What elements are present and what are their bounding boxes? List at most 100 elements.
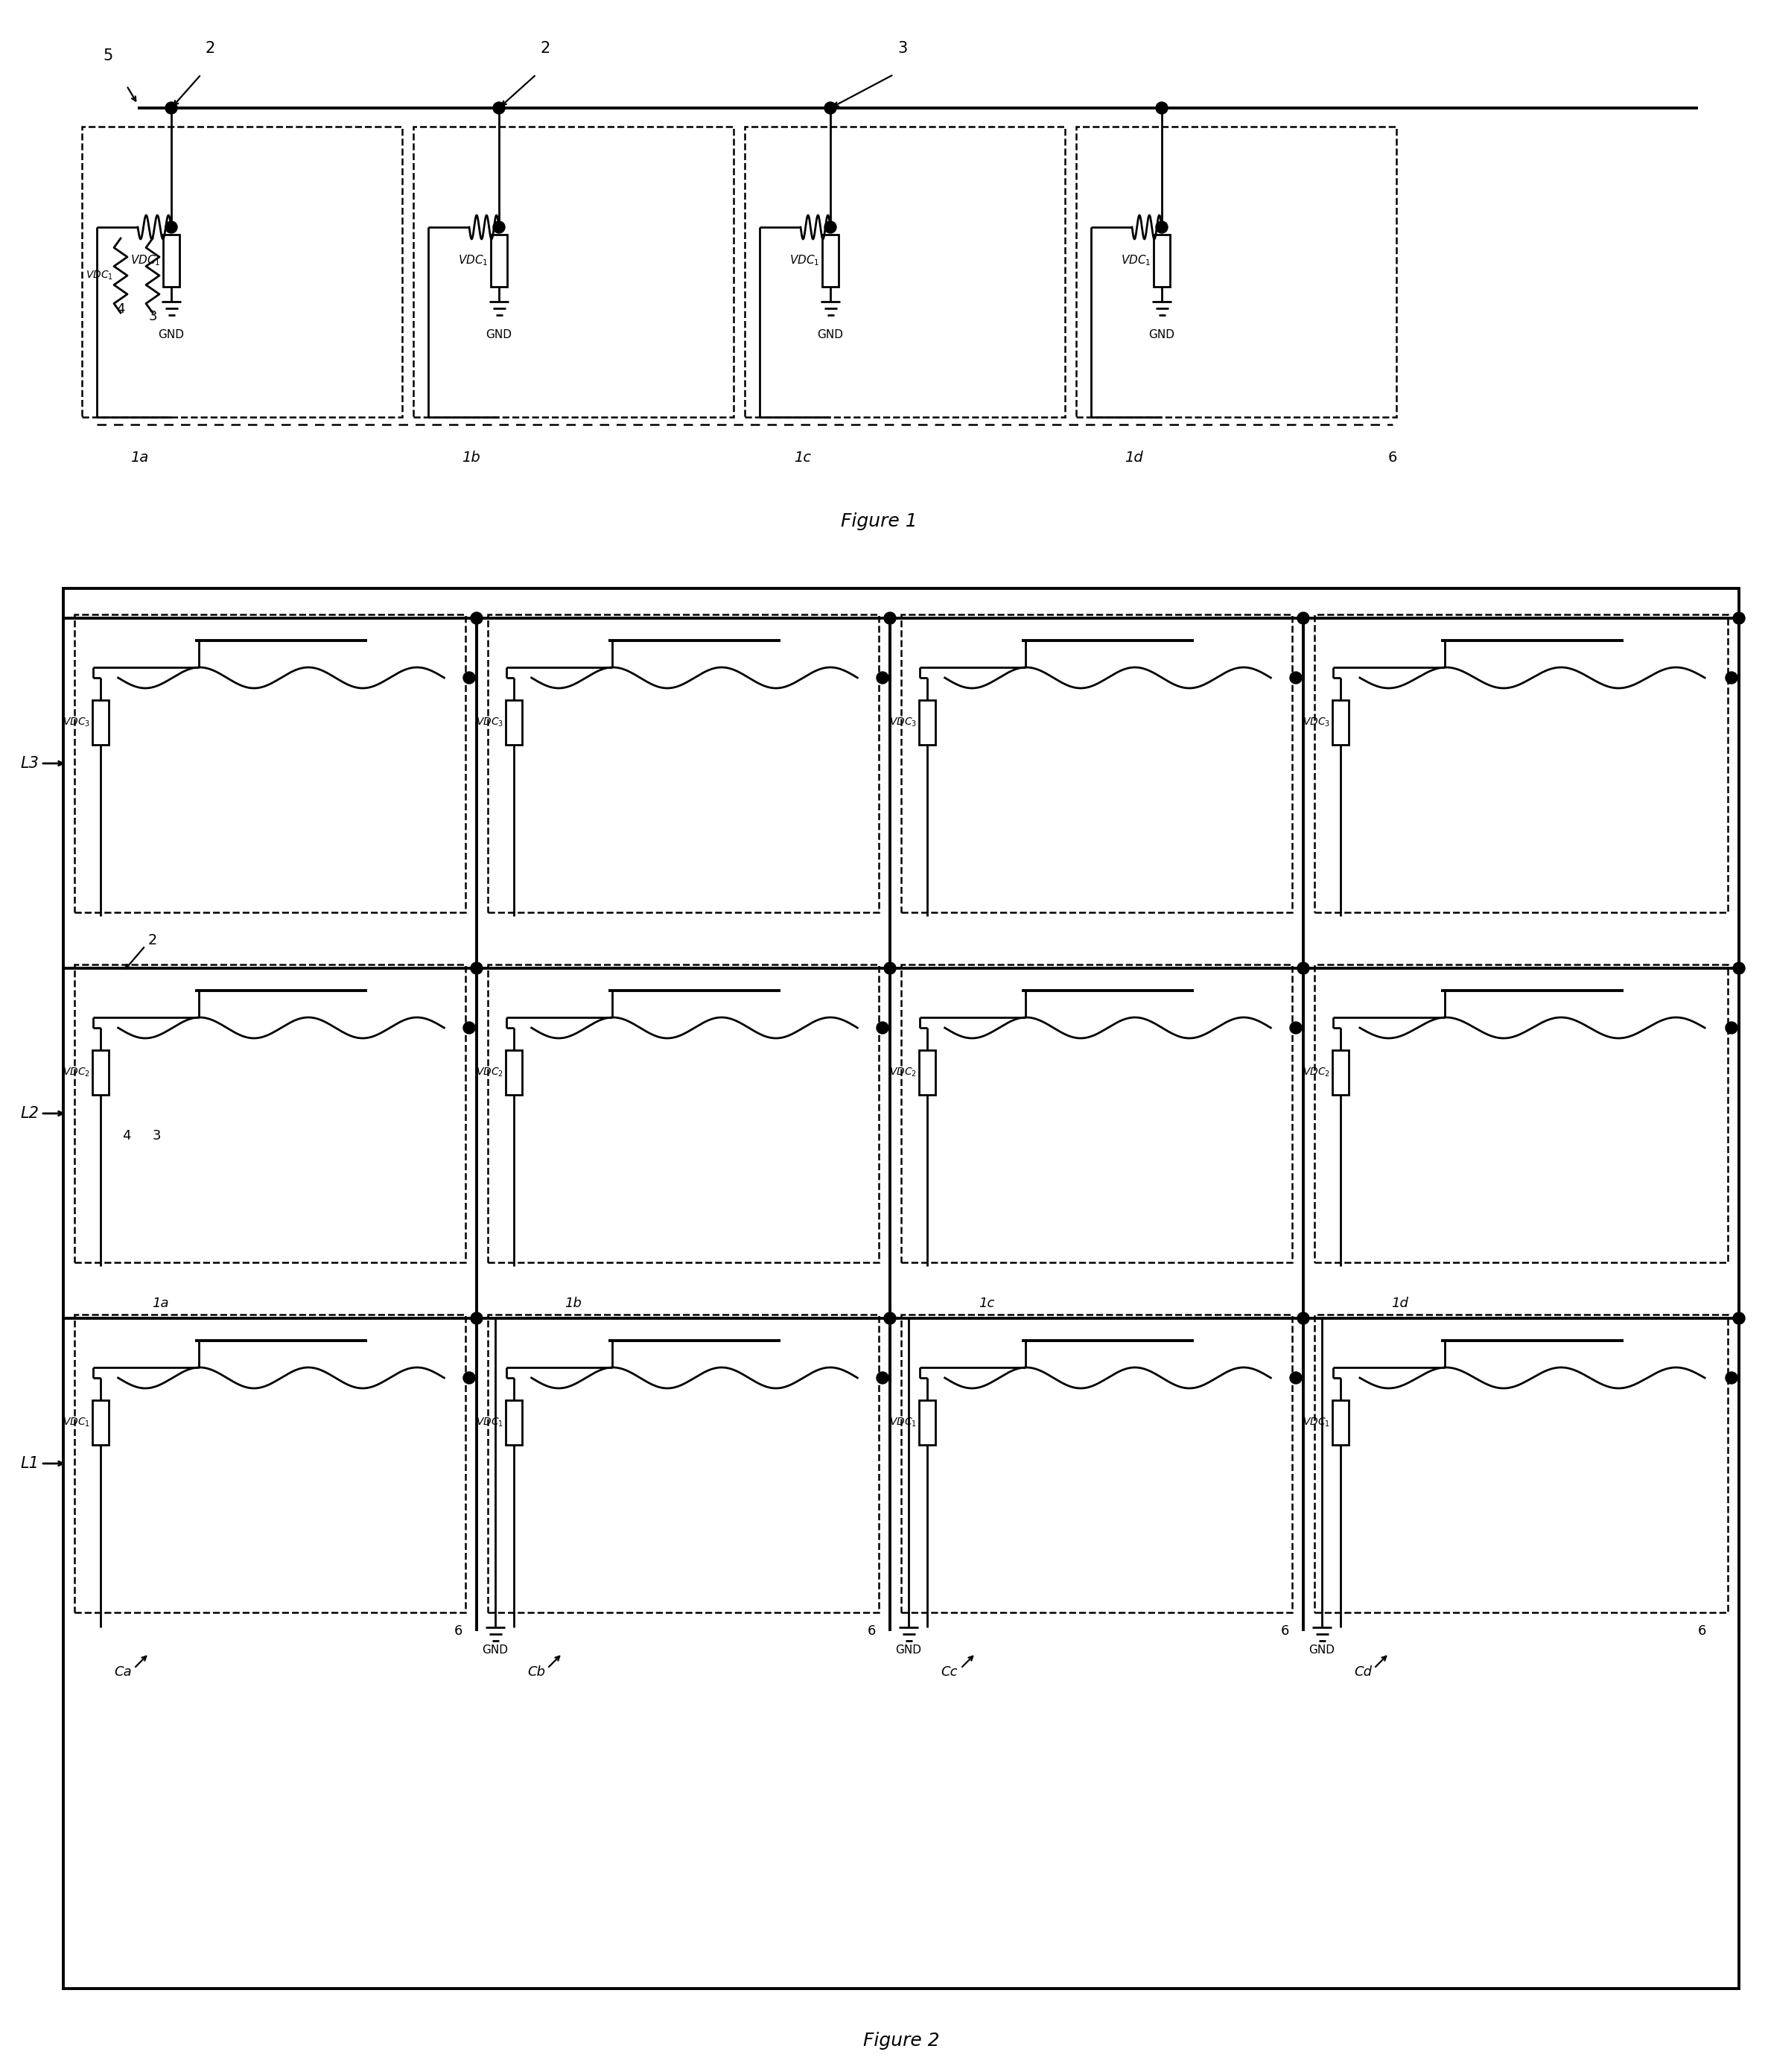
Circle shape — [1298, 611, 1310, 624]
Text: $\mathit{VDC}_1$: $\mathit{VDC}_1$ — [131, 253, 161, 267]
Text: 2: 2 — [541, 41, 550, 56]
Circle shape — [463, 671, 476, 684]
Text: GND: GND — [159, 329, 184, 340]
Bar — [506, 1401, 522, 1444]
Circle shape — [493, 222, 506, 234]
Text: 6: 6 — [1388, 452, 1397, 464]
Text: GND: GND — [896, 1643, 921, 1656]
Text: 1c: 1c — [979, 1297, 995, 1310]
Circle shape — [1291, 671, 1301, 684]
Circle shape — [877, 671, 889, 684]
Bar — [414, 126, 734, 416]
Circle shape — [166, 102, 177, 114]
Text: $\mathit{VDC}_1$: $\mathit{VDC}_1$ — [85, 269, 113, 282]
Circle shape — [493, 102, 506, 114]
Text: $\mathit{VDC}_{2}$: $\mathit{VDC}_{2}$ — [476, 1067, 504, 1080]
Bar — [919, 1401, 935, 1444]
Text: GND: GND — [1149, 329, 1174, 340]
Circle shape — [1298, 961, 1310, 974]
Text: Cc: Cc — [941, 1666, 958, 1678]
Bar — [488, 963, 879, 1262]
Bar — [902, 963, 1292, 1262]
Text: $\mathit{VDC}_{1}$: $\mathit{VDC}_{1}$ — [476, 1417, 504, 1430]
Text: 2: 2 — [149, 932, 157, 947]
Bar — [74, 1314, 465, 1612]
Text: $\mathit{VDC}_{2}$: $\mathit{VDC}_{2}$ — [889, 1067, 918, 1080]
Circle shape — [1156, 102, 1167, 114]
Bar — [1333, 1051, 1349, 1094]
Bar — [92, 700, 108, 744]
Circle shape — [877, 1372, 889, 1384]
Text: $\mathit{VDC}_1$: $\mathit{VDC}_1$ — [458, 253, 488, 267]
Circle shape — [884, 611, 896, 624]
Circle shape — [1726, 1372, 1738, 1384]
Text: Cd: Cd — [1354, 1666, 1372, 1678]
Text: $\mathit{VDC}_{3}$: $\mathit{VDC}_{3}$ — [476, 717, 504, 729]
Text: GND: GND — [486, 329, 513, 340]
Text: 1a: 1a — [131, 452, 149, 464]
Bar — [1333, 1401, 1349, 1444]
Text: 1b: 1b — [461, 452, 481, 464]
Text: L1: L1 — [21, 1457, 39, 1471]
Text: 4: 4 — [122, 1129, 131, 1142]
Circle shape — [1726, 671, 1738, 684]
Bar — [64, 588, 1740, 1989]
Text: $\mathit{VDC}_{1}$: $\mathit{VDC}_{1}$ — [889, 1417, 918, 1430]
Text: 1b: 1b — [566, 1297, 582, 1310]
Bar — [919, 700, 935, 744]
Bar — [902, 615, 1292, 912]
Bar — [163, 234, 180, 286]
Circle shape — [470, 611, 483, 624]
Text: $\mathit{VDC}_{1}$: $\mathit{VDC}_{1}$ — [1303, 1417, 1330, 1430]
Bar — [81, 126, 401, 416]
Text: Figure 1: Figure 1 — [840, 512, 918, 530]
Text: 5: 5 — [103, 48, 113, 64]
Circle shape — [1733, 1312, 1745, 1324]
Circle shape — [463, 1372, 476, 1384]
Text: 6: 6 — [1280, 1624, 1289, 1637]
Bar — [1153, 234, 1170, 286]
Bar — [1314, 615, 1727, 912]
Bar — [902, 1314, 1292, 1612]
Text: 1d: 1d — [1124, 452, 1142, 464]
Bar — [1314, 1314, 1727, 1612]
Circle shape — [1291, 1021, 1301, 1034]
Bar — [506, 1051, 522, 1094]
Text: 3: 3 — [149, 311, 157, 323]
Bar — [506, 700, 522, 744]
Bar — [488, 615, 879, 912]
Text: $\mathit{VDC}_{3}$: $\mathit{VDC}_{3}$ — [889, 717, 918, 729]
Text: 6: 6 — [866, 1624, 875, 1637]
Text: GND: GND — [483, 1643, 507, 1656]
Text: GND: GND — [817, 329, 843, 340]
Bar — [92, 1051, 108, 1094]
Circle shape — [463, 1021, 476, 1034]
Circle shape — [824, 102, 836, 114]
Circle shape — [1156, 222, 1167, 234]
Text: L3: L3 — [21, 756, 39, 771]
Text: $\mathit{VDC}_1$: $\mathit{VDC}_1$ — [1121, 253, 1151, 267]
Text: 1a: 1a — [152, 1297, 168, 1310]
Text: $\mathit{VDC}_{1}$: $\mathit{VDC}_{1}$ — [62, 1417, 90, 1430]
Bar — [1077, 126, 1397, 416]
Text: Figure 2: Figure 2 — [863, 2033, 939, 2049]
Bar — [488, 1314, 879, 1612]
Circle shape — [824, 222, 836, 234]
Text: 4: 4 — [117, 303, 126, 315]
Circle shape — [1298, 1312, 1310, 1324]
Text: L2: L2 — [21, 1106, 39, 1121]
Circle shape — [877, 1021, 889, 1034]
Text: $\mathit{VDC}_{3}$: $\mathit{VDC}_{3}$ — [1303, 717, 1330, 729]
Circle shape — [1733, 961, 1745, 974]
Circle shape — [1733, 611, 1745, 624]
Circle shape — [166, 222, 177, 234]
Text: $\mathit{VDC}_{3}$: $\mathit{VDC}_{3}$ — [62, 717, 90, 729]
Text: 6: 6 — [1697, 1624, 1706, 1637]
Bar — [919, 1051, 935, 1094]
Text: $\mathit{VDC}_{2}$: $\mathit{VDC}_{2}$ — [1303, 1067, 1330, 1080]
Bar — [822, 234, 838, 286]
Circle shape — [1726, 1021, 1738, 1034]
Circle shape — [470, 1312, 483, 1324]
Text: 3: 3 — [898, 41, 907, 56]
Text: Ca: Ca — [115, 1666, 131, 1678]
